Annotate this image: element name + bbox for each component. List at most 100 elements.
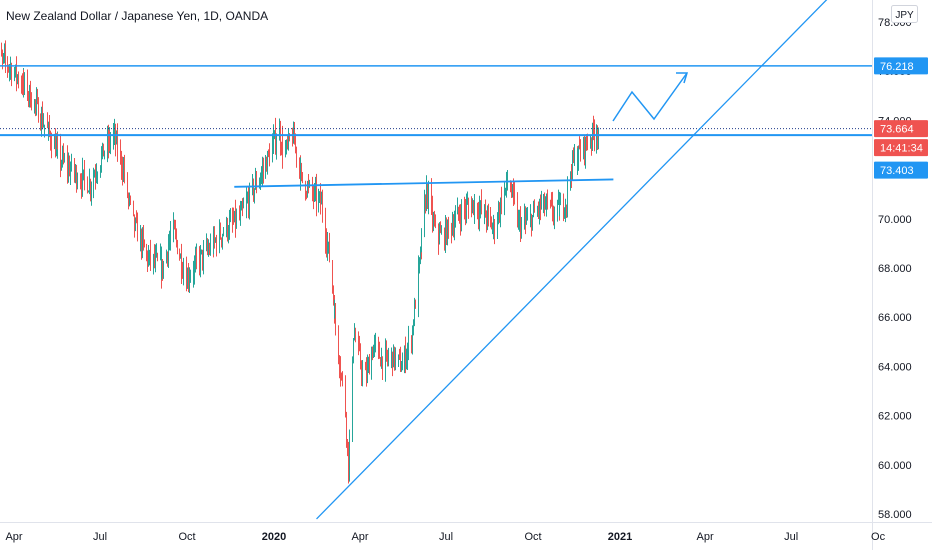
currency-badge[interactable]: JPY [891,5,918,23]
candle-body [9,67,10,69]
time-axis[interactable]: Apr Jul Oct 2020 Apr Jul Oct 2021 Apr Jul Oc [5,531,885,543]
neckline-trendline[interactable] [234,178,614,188]
candle [170,220,171,251]
candle-body [594,131,595,141]
candle-body [557,202,558,211]
candle [307,180,308,198]
candle [584,135,585,166]
candle [439,222,440,245]
candle-body [281,145,282,150]
resistance-price-badge-box [874,57,928,75]
candle [94,169,95,178]
candle [596,124,597,154]
candle [260,172,261,191]
candle-body [248,198,249,210]
plot-area[interactable] [0,0,872,520]
candle [31,92,32,111]
projection-arrow[interactable] [612,72,689,122]
candle [143,225,144,251]
candle [160,243,161,261]
candle-body [265,160,266,171]
candle [318,188,319,213]
candle [24,72,25,95]
candle-body [176,233,177,241]
candle [169,230,170,251]
candle-body [408,338,409,349]
candle [134,214,135,238]
candle-body [259,181,260,188]
candle [402,352,403,371]
current-price-badge-text: 73.664 [880,124,914,136]
candle [358,331,359,356]
candle [308,173,309,194]
candle [401,360,402,372]
candle-body [584,138,585,157]
candle [141,228,142,260]
candle-body [340,369,341,375]
candle [22,73,23,96]
candle [540,194,541,221]
candle [428,180,429,215]
candle [293,121,294,144]
candle-body [547,198,548,202]
candle [34,98,35,114]
candle [54,133,55,150]
candle-body [136,219,137,221]
candle-body [295,144,296,148]
candle [415,299,416,309]
candle-body [110,139,111,145]
candle [590,135,591,149]
candle-body [203,248,204,263]
candle-body [199,257,200,267]
candle-body [116,135,117,144]
candle [215,237,216,243]
candle [248,186,249,219]
candle [166,249,167,264]
candle-body [189,278,190,282]
candle-body [329,242,330,262]
candle [477,202,478,220]
candle-body [418,265,419,309]
candle [162,258,163,281]
candle-body [315,186,316,189]
candle-body [464,206,465,209]
candle [148,244,149,267]
candle [9,63,10,82]
candle [261,166,262,185]
candle [559,191,560,217]
candle-body [196,252,197,258]
candle-body [220,227,221,239]
candle [153,253,154,275]
candle [598,127,599,150]
candle [17,74,18,85]
candle-body [186,270,187,289]
candle [418,255,419,318]
candle [150,239,151,271]
candle-body [201,250,202,252]
candle [453,214,454,238]
candle-body [266,160,267,172]
candle-body [1,52,2,56]
candle-body [534,207,535,213]
candle-body [232,217,233,221]
candle-body [349,438,350,474]
candle-body [378,341,379,347]
candle [359,335,360,352]
candle [282,125,283,169]
candle-body [431,189,432,205]
candle [48,121,49,141]
candle-body [382,356,383,371]
candle [506,171,507,198]
candle-body [433,218,434,223]
candle [446,217,447,246]
candle-body [540,201,541,208]
candle-body [102,143,103,154]
candle-body [2,55,3,57]
candle [520,206,521,243]
candle-body [440,232,441,234]
candle-body [309,182,310,185]
ascending-trendline[interactable] [316,0,829,520]
candle-body [56,145,57,156]
